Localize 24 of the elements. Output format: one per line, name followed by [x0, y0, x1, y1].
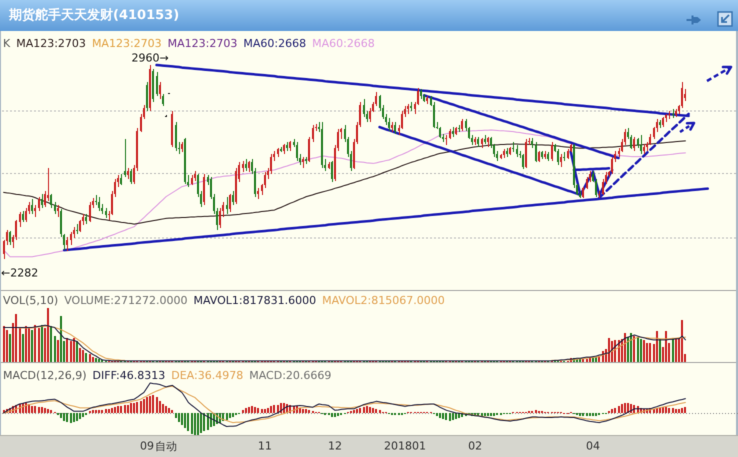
x-tick-label: 201801: [384, 439, 426, 452]
x-tick-label: 09: [140, 439, 154, 452]
legend-title: VOL(5,10): [3, 294, 58, 307]
legend-label: MA123:2703: [92, 37, 162, 50]
x-tick-label: 11: [258, 439, 272, 452]
annotation: 2960→: [132, 51, 169, 64]
text: 自动: [154, 440, 177, 453]
text: MAVOL1:817831.6000: [193, 294, 316, 307]
text: MAVOL2:815067.0000: [322, 294, 445, 307]
x-tick-label: 12: [328, 439, 342, 452]
series-label: DIFF:46.8313: [92, 369, 166, 382]
x-tick-label: 02: [468, 439, 482, 452]
series-label: VOLUME:271272.0000: [64, 294, 188, 307]
annotation: ←2282: [1, 266, 38, 280]
legend-label: MA123:2703: [168, 37, 238, 50]
series-label: DEA:36.4978: [171, 369, 244, 382]
legend-title: K: [3, 37, 10, 50]
legend-title: MACD(12,26,9): [3, 369, 87, 382]
legend-label: MA60:2668: [243, 37, 306, 50]
chart-title: 期货舵手天天发财(410153): [9, 8, 180, 23]
text: MA60:2668: [312, 37, 375, 50]
text: MACD:20.6669: [249, 369, 332, 382]
x-tick-label: 04: [586, 439, 600, 452]
text: MA123:2703: [16, 37, 86, 50]
